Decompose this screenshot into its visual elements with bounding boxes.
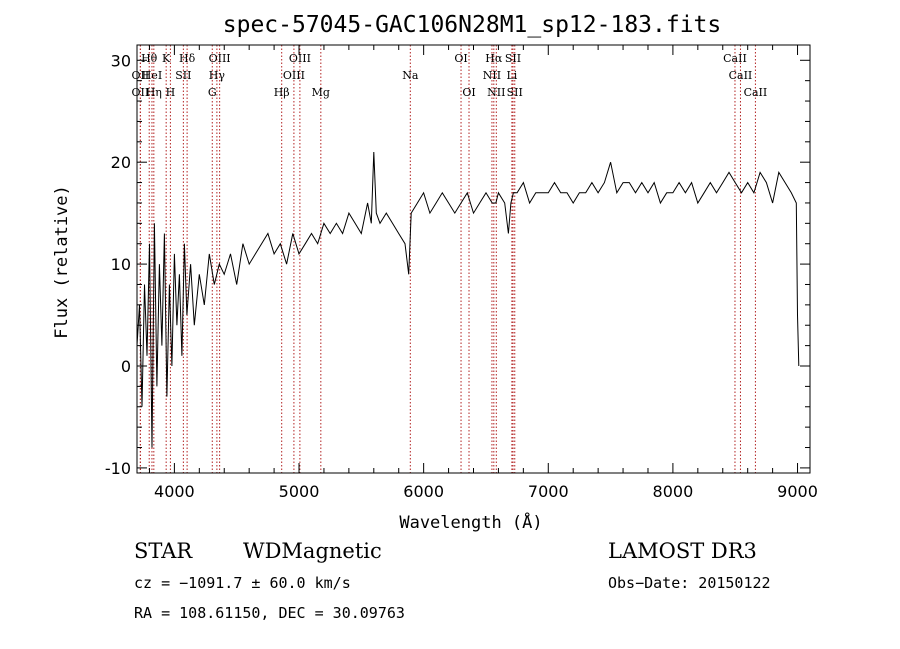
line-marker-label: OI (462, 86, 475, 99)
line-marker-label: Hγ (209, 69, 226, 82)
x-tick-label: 6000 (403, 482, 444, 501)
line-marker-label: H (166, 86, 176, 99)
x-tick-label: 8000 (653, 482, 694, 501)
line-marker-label: Hθ (141, 52, 158, 65)
y-tick-label: 0 (121, 357, 131, 376)
line-marker-label: OIII (289, 52, 311, 65)
plot-frame (136, 44, 811, 474)
x-axis-label: Wavelength (Å) (399, 511, 542, 533)
chart-title: spec-57045-GAC106N28M1_sp12-183.fits (223, 12, 722, 38)
line-marker-label: Hβ (274, 86, 290, 99)
line-marker-label: SII (175, 69, 191, 82)
line-marker-label: NII (487, 86, 505, 99)
object-class: STAR (134, 539, 193, 563)
line-marker-label: HeI (142, 69, 162, 82)
line-marker-label: OIII (283, 69, 305, 82)
line-marker-label: G (208, 86, 217, 99)
object-subclass: WDMagnetic (243, 539, 382, 563)
line-marker-label: Na (402, 69, 419, 82)
y-tick-label: 20 (111, 153, 131, 172)
y-axis-label: Flux (relative) (52, 185, 72, 339)
line-marker-label: OI (454, 52, 467, 65)
line-marker-label: OII (132, 69, 150, 82)
line-marker-label: Hη (146, 86, 162, 99)
line-marker-label: NII (483, 69, 501, 82)
ra-dec-coordinates: RA = 108.61150, DEC = 30.09763 (134, 604, 405, 622)
line-marker-label: Hδ (179, 52, 196, 65)
y-tick-label: 30 (111, 51, 131, 70)
line-marker-label: CaII (744, 86, 768, 99)
y-tick-label: 10 (111, 255, 131, 274)
line-marker-label: Mg (312, 86, 330, 99)
line-marker-label: Li (506, 69, 517, 82)
redshift-velocity: cz = −1091.7 ± 60.0 km/s (134, 574, 351, 592)
line-marker-label: OII (132, 86, 150, 99)
observation-date: Obs−Date: 20150122 (608, 574, 771, 592)
x-tick-label: 7000 (528, 482, 569, 501)
line-marker-label: SII (505, 52, 521, 65)
survey-name: LAMOST DR3 (608, 539, 757, 563)
line-marker-label: CaII (723, 52, 747, 65)
x-tick-label: 4000 (154, 482, 195, 501)
line-marker-label: SII (507, 86, 523, 99)
line-marker-label: CaII (729, 69, 753, 82)
line-marker-label: K (162, 52, 171, 65)
x-tick-label: 5000 (279, 482, 320, 501)
x-tick-label: 9000 (777, 482, 818, 501)
line-marker-label: OIII (209, 52, 231, 65)
spectrum-line (136, 151, 800, 448)
y-tick-label: -10 (105, 459, 131, 478)
line-marker-label: Hα (485, 52, 503, 65)
